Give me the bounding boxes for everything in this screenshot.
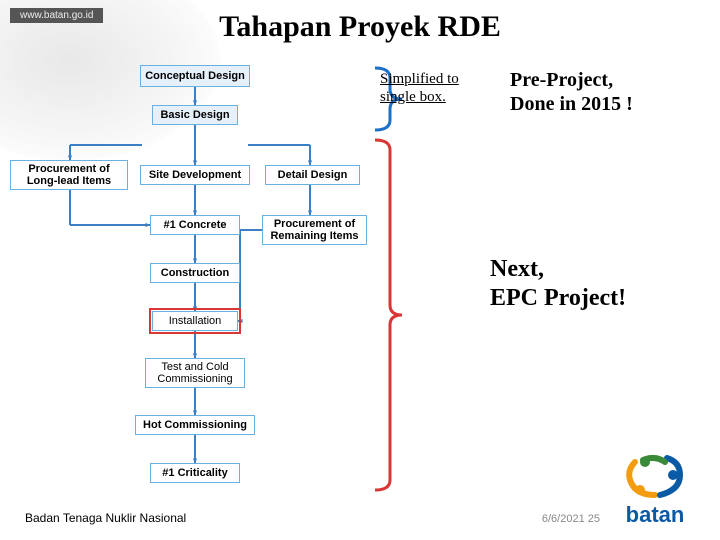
footer-meta: 6/6/2021 25 <box>542 513 600 525</box>
annotation-next: Next,EPC Project! <box>490 255 626 313</box>
svg-text:batan: batan <box>626 502 685 527</box>
node-concrete: #1 Concrete <box>150 215 240 235</box>
node-hotcomm: Hot Commissioning <box>135 415 255 435</box>
node-conceptual: Conceptual Design <box>140 65 250 87</box>
batan-logo: batan <box>605 450 705 530</box>
node-procurement2: Procurement ofRemaining Items <box>262 215 367 245</box>
flowchart: Conceptual Design Basic Design Procurement… <box>10 65 370 495</box>
site-url: www.batan.go.id <box>10 8 103 23</box>
node-basic: Basic Design <box>152 105 238 125</box>
node-procurement1: Procurement ofLong-lead Items <box>10 160 128 190</box>
annotation-simplified: Simplified tosingle box. <box>380 70 459 106</box>
node-construction: Construction <box>150 263 240 283</box>
node-testcold: Test and ColdCommissioning <box>145 358 245 388</box>
node-sitedev: Site Development <box>140 165 250 185</box>
node-installation: Installation <box>152 311 238 331</box>
page-title: Tahapan Proyek RDE <box>0 10 720 44</box>
node-criticality: #1 Criticality <box>150 463 240 483</box>
footer-org: Badan Tenaga Nuklir Nasional <box>25 511 186 525</box>
annotation-preproject: Pre-Project,Done in 2015 ! <box>510 68 633 116</box>
node-detail: Detail Design <box>265 165 360 185</box>
